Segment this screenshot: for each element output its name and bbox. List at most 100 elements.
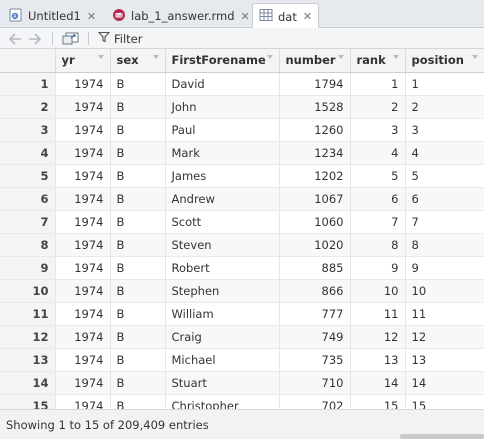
close-icon[interactable]: ✕ <box>240 9 250 23</box>
cell-firstforename: Robert <box>165 256 280 280</box>
cell-position: 3 <box>405 118 484 142</box>
filter-label: Filter <box>114 31 143 46</box>
cell-position: 12 <box>405 325 484 349</box>
table-row[interactable]: 8 1974 B Steven 1020 8 8 <box>0 233 484 257</box>
horizontal-scrollbar[interactable] <box>400 434 484 439</box>
table-row[interactable]: 1 1974 B David 1794 1 1 <box>0 72 484 96</box>
cell-firstforename: William <box>165 302 280 326</box>
table-row[interactable]: 10 1974 B Stephen 866 10 10 <box>0 279 484 303</box>
table-icon <box>259 8 273 25</box>
row-number: 10 <box>0 279 56 303</box>
cell-firstforename: Michael <box>165 348 280 372</box>
column-header-position[interactable]: position <box>405 49 484 73</box>
cell-number: 1202 <box>279 164 351 188</box>
cell-number: 1528 <box>279 95 351 119</box>
cell-yr: 1974 <box>55 371 111 395</box>
cell-sex: B <box>110 233 166 257</box>
table-row[interactable]: 4 1974 B Mark 1234 4 4 <box>0 141 484 165</box>
table-row[interactable]: 6 1974 B Andrew 1067 6 6 <box>0 187 484 211</box>
row-number: 5 <box>0 164 56 188</box>
table-row[interactable]: 7 1974 B Scott 1060 7 7 <box>0 210 484 234</box>
cell-number: 1067 <box>279 187 351 211</box>
tab-untitled1[interactable]: R Untitled1 ✕ <box>2 3 103 28</box>
row-number: 11 <box>0 302 56 326</box>
table-row[interactable]: 13 1974 B Michael 735 13 13 <box>0 348 484 372</box>
cell-sex: B <box>110 256 166 280</box>
row-number: 8 <box>0 233 56 257</box>
table-row[interactable]: 14 1974 B Stuart 710 14 14 <box>0 371 484 395</box>
cell-number: 777 <box>279 302 351 326</box>
cell-number: 885 <box>279 256 351 280</box>
cell-yr: 1974 <box>55 210 111 234</box>
header-row: yr sex FirstForename number rank position <box>0 49 484 73</box>
row-number: 13 <box>0 348 56 372</box>
cell-number: 1260 <box>279 118 351 142</box>
cell-sex: B <box>110 210 166 234</box>
cell-yr: 1974 <box>55 279 111 303</box>
toolbar-separator <box>88 32 89 45</box>
table-row[interactable]: 12 1974 B Craig 749 12 12 <box>0 325 484 349</box>
cell-firstforename: Craig <box>165 325 280 349</box>
column-header-number[interactable]: number <box>279 49 351 73</box>
cell-yr: 1974 <box>55 118 111 142</box>
back-arrow-icon[interactable] <box>8 31 22 46</box>
cell-yr: 1974 <box>55 187 111 211</box>
cell-yr: 1974 <box>55 72 111 96</box>
cell-yr: 1974 <box>55 302 111 326</box>
row-number: 4 <box>0 141 56 165</box>
cell-rank: 12 <box>350 325 406 349</box>
show-in-window-icon[interactable] <box>62 31 80 46</box>
table-row[interactable]: 3 1974 B Paul 1260 3 3 <box>0 118 484 142</box>
column-header-firstforename[interactable]: FirstForename <box>165 49 280 73</box>
cell-position: 10 <box>405 279 484 303</box>
column-header-sex[interactable]: sex <box>110 49 166 73</box>
cell-rank: 11 <box>350 302 406 326</box>
cell-position: 13 <box>405 348 484 372</box>
cell-yr: 1974 <box>55 95 111 119</box>
cell-number: 1234 <box>279 141 351 165</box>
cell-rank: 8 <box>350 233 406 257</box>
cell-rank: 1 <box>350 72 406 96</box>
table-row[interactable]: 5 1974 B James 1202 5 5 <box>0 164 484 188</box>
row-number: 9 <box>0 256 56 280</box>
toolbar-separator <box>52 32 53 45</box>
cell-sex: B <box>110 72 166 96</box>
cell-position: 11 <box>405 302 484 326</box>
cell-rank: 13 <box>350 348 406 372</box>
cell-sex: B <box>110 325 166 349</box>
tab-label: lab_1_answer.rmd <box>131 9 235 23</box>
cell-yr: 1974 <box>55 164 111 188</box>
table-row[interactable]: 15 1974 B Christopher 702 15 15 <box>0 394 484 409</box>
column-header-rank[interactable]: rank <box>350 49 406 73</box>
cell-yr: 1974 <box>55 394 111 409</box>
table-row[interactable]: 9 1974 B Robert 885 9 9 <box>0 256 484 280</box>
table-row[interactable]: 2 1974 B John 1528 2 2 <box>0 95 484 119</box>
tab-lab-1-answer-rmd[interactable]: md lab_1_answer.rmd ✕ <box>105 3 257 28</box>
cell-firstforename: Steven <box>165 233 280 257</box>
forward-arrow-icon[interactable] <box>28 31 42 46</box>
cell-rank: 9 <box>350 256 406 280</box>
cell-position: 6 <box>405 187 484 211</box>
cell-number: 1794 <box>279 72 351 96</box>
r-script-icon: R <box>9 8 23 25</box>
row-number: 6 <box>0 187 56 211</box>
cell-position: 7 <box>405 210 484 234</box>
row-number-header <box>0 49 56 73</box>
cell-sex: B <box>110 187 166 211</box>
tab-label: Untitled1 <box>28 9 81 23</box>
data-table: yr sex FirstForename number rank position 1 19… <box>0 49 484 409</box>
tab-dat[interactable]: dat ✕ <box>252 3 320 29</box>
filter-button[interactable]: Filter <box>97 31 143 46</box>
cell-rank: 10 <box>350 279 406 303</box>
cell-rank: 5 <box>350 164 406 188</box>
cell-firstforename: Scott <box>165 210 280 234</box>
data-grid: yr sex FirstForename number rank position 1 19… <box>0 49 484 409</box>
cell-firstforename: David <box>165 72 280 96</box>
close-icon[interactable]: ✕ <box>302 10 313 23</box>
table-row[interactable]: 11 1974 B William 777 11 11 <box>0 302 484 326</box>
cell-rank: 3 <box>350 118 406 142</box>
cell-firstforename: Andrew <box>165 187 280 211</box>
column-header-yr[interactable]: yr <box>55 49 111 73</box>
close-icon[interactable]: ✕ <box>86 9 97 23</box>
row-number: 1 <box>0 72 56 96</box>
